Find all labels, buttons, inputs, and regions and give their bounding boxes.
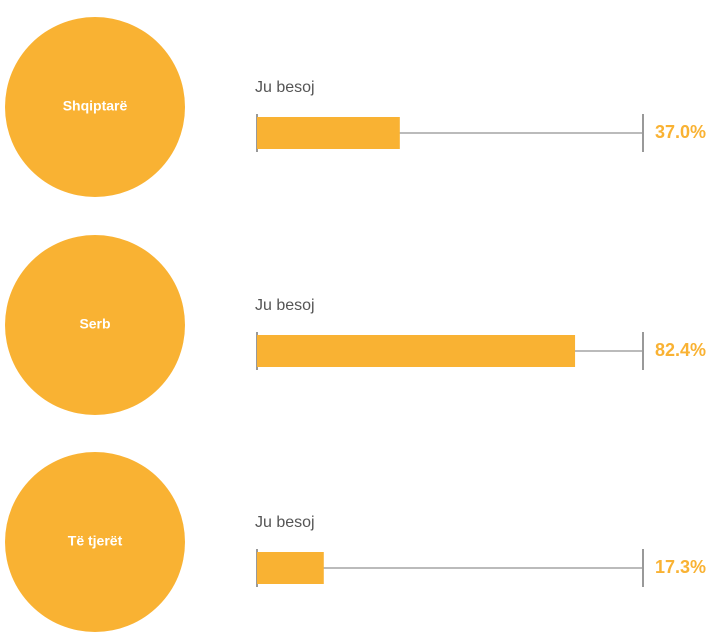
series-label: Ju besoj <box>255 514 315 531</box>
category-circle <box>5 452 185 632</box>
value-label: 37.0% <box>655 122 706 142</box>
bar <box>257 335 576 367</box>
value-label: 17.3% <box>655 557 706 577</box>
category-label: Të tjerët <box>68 533 123 549</box>
bar <box>257 117 400 149</box>
category-label: Shqiptarë <box>63 98 128 114</box>
bar <box>257 552 324 584</box>
category-circle <box>5 235 185 415</box>
value-label: 82.4% <box>655 340 706 360</box>
series-label: Ju besoj <box>255 297 315 314</box>
category-circle <box>5 17 185 197</box>
category-label: Serb <box>79 316 110 332</box>
series-label: Ju besoj <box>255 79 315 96</box>
